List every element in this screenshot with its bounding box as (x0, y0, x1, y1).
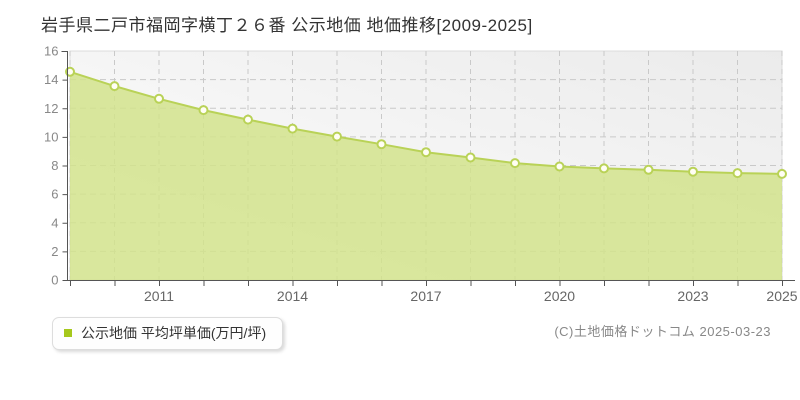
svg-text:16: 16 (44, 44, 58, 59)
svg-text:2011: 2011 (144, 288, 174, 304)
svg-text:0: 0 (51, 273, 58, 288)
legend: 公示地価 平均坪単価(万円/坪) (52, 317, 284, 350)
svg-text:2023: 2023 (677, 288, 708, 304)
svg-text:8: 8 (51, 158, 58, 173)
svg-text:4: 4 (51, 215, 58, 230)
svg-text:2025: 2025 (766, 288, 797, 304)
svg-text:2017: 2017 (410, 288, 441, 304)
svg-text:2014: 2014 (277, 288, 308, 304)
svg-text:14: 14 (44, 72, 58, 87)
svg-text:12: 12 (44, 101, 58, 116)
chart-title: 岩手県二戸市福岡字横丁２６番 公示地価 地価推移[2009-2025] (41, 16, 533, 35)
svg-text:2: 2 (51, 244, 58, 259)
svg-text:10: 10 (44, 129, 58, 144)
svg-text:6: 6 (51, 187, 58, 202)
legend-label: 公示地価 平均坪単価(万円/坪) (81, 325, 267, 341)
price-trend-area-chart: 0 2 4 6 8 10 12 14 16 2011 2014 2017 2020 2023 2025 (44, 44, 798, 305)
svg-text:2020: 2020 (544, 288, 575, 304)
legend-swatch-icon (64, 329, 72, 337)
copyright-text: (C)土地価格ドットコム 2025-03-23 (554, 324, 771, 339)
